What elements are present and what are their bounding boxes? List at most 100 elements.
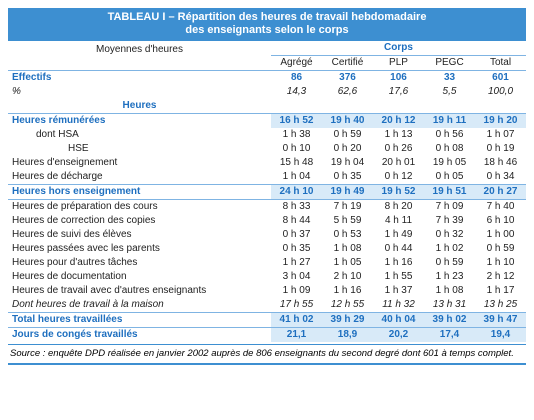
cell: 1 h 02 xyxy=(435,243,464,254)
cell: 17 h 55 xyxy=(279,299,314,310)
cell: 1 h 04 xyxy=(282,171,311,182)
table-row: Heures hors enseignement 24 h 10 19 h 49 19… xyxy=(8,184,526,200)
row-label: Heures pour d'autres tâches xyxy=(12,257,138,268)
title-line: TABLEAU I – Répartition des heures de tr… xyxy=(107,11,427,23)
cell: 106 xyxy=(373,70,424,85)
title-line: des enseignants selon le corps xyxy=(185,24,349,36)
cell: 20 h 01 xyxy=(381,157,416,168)
cell: 12 h 55 xyxy=(330,299,365,310)
cell: 0 h 12 xyxy=(384,171,413,182)
table-row: Heures d'enseignement 15 h 48 19 h 04 20 h … xyxy=(8,156,526,170)
cell: 7 h 19 xyxy=(322,199,373,214)
cell: 0 h 08 xyxy=(435,143,464,154)
cell: 40 h 04 xyxy=(373,312,424,328)
cell: 20 h 12 xyxy=(373,113,424,128)
table-row: Jours de congés travaillés 21,1 18,9 20,2 17… xyxy=(8,327,526,342)
cell: 20,2 xyxy=(373,327,424,342)
cell: 0 h 34 xyxy=(486,171,515,182)
cell: 62,6 xyxy=(337,86,358,97)
cell: 13 h 25 xyxy=(483,299,518,310)
cell: 5 h 59 xyxy=(333,215,362,226)
cell: 15 h 48 xyxy=(279,157,314,168)
cell: 0 h 59 xyxy=(333,129,362,140)
cell: 18 h 46 xyxy=(483,157,518,168)
row-label: Heures d'enseignement xyxy=(12,157,118,168)
cell: 1 h 16 xyxy=(384,257,413,268)
cell: 1 h 10 xyxy=(486,257,515,268)
cell: 19 h 20 xyxy=(475,113,526,128)
cell: 5,5 xyxy=(442,86,457,97)
source-note: Source : enquête DPD réalisée en janvier… xyxy=(8,344,526,365)
cell: 1 h 05 xyxy=(333,257,362,268)
table-row: Heures rémunérées 16 h 52 19 h 40 20 h 12 19… xyxy=(8,113,526,128)
cell: 1 h 00 xyxy=(486,229,515,240)
cell: 4 h 11 xyxy=(384,215,413,226)
table-row: Total heures travaillées 41 h 02 39 h 29 40… xyxy=(8,312,526,328)
cell: 1 h 08 xyxy=(435,285,464,296)
cell: 0 h 26 xyxy=(384,143,413,154)
cell: 8 h 44 xyxy=(282,215,311,226)
table-figure: TABLEAU I – Répartition des heures de tr… xyxy=(8,8,526,365)
row-label: Heures de préparation des cours xyxy=(8,199,271,214)
table-row: HSE 0 h 10 0 h 20 0 h 26 0 h 08 0 h 19 xyxy=(8,142,526,156)
cell: 0 h 59 xyxy=(486,243,515,254)
table-row: Heures de suivi des élèves 0 h 37 0 h 53 1 … xyxy=(8,228,526,242)
cell: 19 h 51 xyxy=(424,184,475,200)
cell: 3 h 04 xyxy=(282,271,311,282)
table-row: Heures pour d'autres tâches 1 h 27 1 h 05 1… xyxy=(8,256,526,270)
cell: 1 h 38 xyxy=(282,129,311,140)
cell: 1 h 23 xyxy=(435,271,464,282)
cell: 0 h 05 xyxy=(435,171,464,182)
cell: 1 h 37 xyxy=(384,285,413,296)
row-label: Heures de travail avec d'autres enseigna… xyxy=(12,285,207,296)
table-row: Heures de travail avec d'autres enseigna… xyxy=(8,284,526,298)
cell: 19,4 xyxy=(475,327,526,342)
cell: 86 xyxy=(271,70,322,85)
cell: 0 h 56 xyxy=(435,129,464,140)
cell: 39 h 29 xyxy=(322,312,373,328)
cell: 19 h 04 xyxy=(330,157,365,168)
cell: 1 h 17 xyxy=(486,285,515,296)
cell: 19 h 49 xyxy=(322,184,373,200)
cell: 7 h 09 xyxy=(424,199,475,214)
cell: 19 h 52 xyxy=(373,184,424,200)
cell: 19 h 11 xyxy=(424,113,475,128)
cell: 39 h 02 xyxy=(424,312,475,328)
cell: 2 h 10 xyxy=(333,271,362,282)
cell: 376 xyxy=(322,70,373,85)
cell: 1 h 49 xyxy=(384,229,413,240)
cell: 13 h 31 xyxy=(432,299,467,310)
cell: 39 h 47 xyxy=(475,312,526,328)
cell: 19 h 05 xyxy=(432,157,467,168)
cell: 0 h 10 xyxy=(282,143,311,154)
table-row: Heures passées avec les parents 0 h 35 1 h… xyxy=(8,242,526,256)
row-label: Heures passées avec les parents xyxy=(12,243,160,254)
cell: 1 h 16 xyxy=(333,285,362,296)
row-label: Heures rémunérées xyxy=(8,113,271,128)
cell: 1 h 09 xyxy=(282,285,311,296)
row-label: Heures de correction des copies xyxy=(12,215,156,226)
table-row: Dont heures de travail à la maison 17 h 5… xyxy=(8,298,526,313)
cell: 0 h 37 xyxy=(282,229,311,240)
cell: 0 h 44 xyxy=(384,243,413,254)
section-label: Heures xyxy=(8,99,271,114)
cell: 0 h 19 xyxy=(486,143,515,154)
row-label: Jours de congés travaillés xyxy=(8,327,271,342)
group-header: Corps xyxy=(271,41,526,56)
table-row: dont HSA 1 h 38 0 h 59 1 h 13 0 h 56 1 h 07 xyxy=(8,128,526,142)
cell: 19 h 40 xyxy=(322,113,373,128)
table-row: Heures de correction des copies 8 h 44 5 h… xyxy=(8,214,526,228)
row-label: Heures de documentation xyxy=(12,271,127,282)
cell: 16 h 52 xyxy=(271,113,322,128)
data-table: Moyennes d'heures Corps Agrégé Certifié PL… xyxy=(8,41,526,342)
cell: 17,4 xyxy=(424,327,475,342)
cell: 100,0 xyxy=(487,86,514,97)
row-label: dont HSA xyxy=(36,129,79,140)
table-row: Heures de documentation 3 h 04 2 h 10 1 h 5… xyxy=(8,270,526,284)
table-row: Heures de décharge 1 h 04 0 h 35 0 h 12 0 h … xyxy=(8,170,526,185)
row-label: HSE xyxy=(68,143,89,154)
section-spacer xyxy=(271,99,526,114)
cell: 0 h 35 xyxy=(282,243,311,254)
column-header: Agrégé xyxy=(280,57,313,68)
row-label: Effectifs xyxy=(8,70,271,85)
